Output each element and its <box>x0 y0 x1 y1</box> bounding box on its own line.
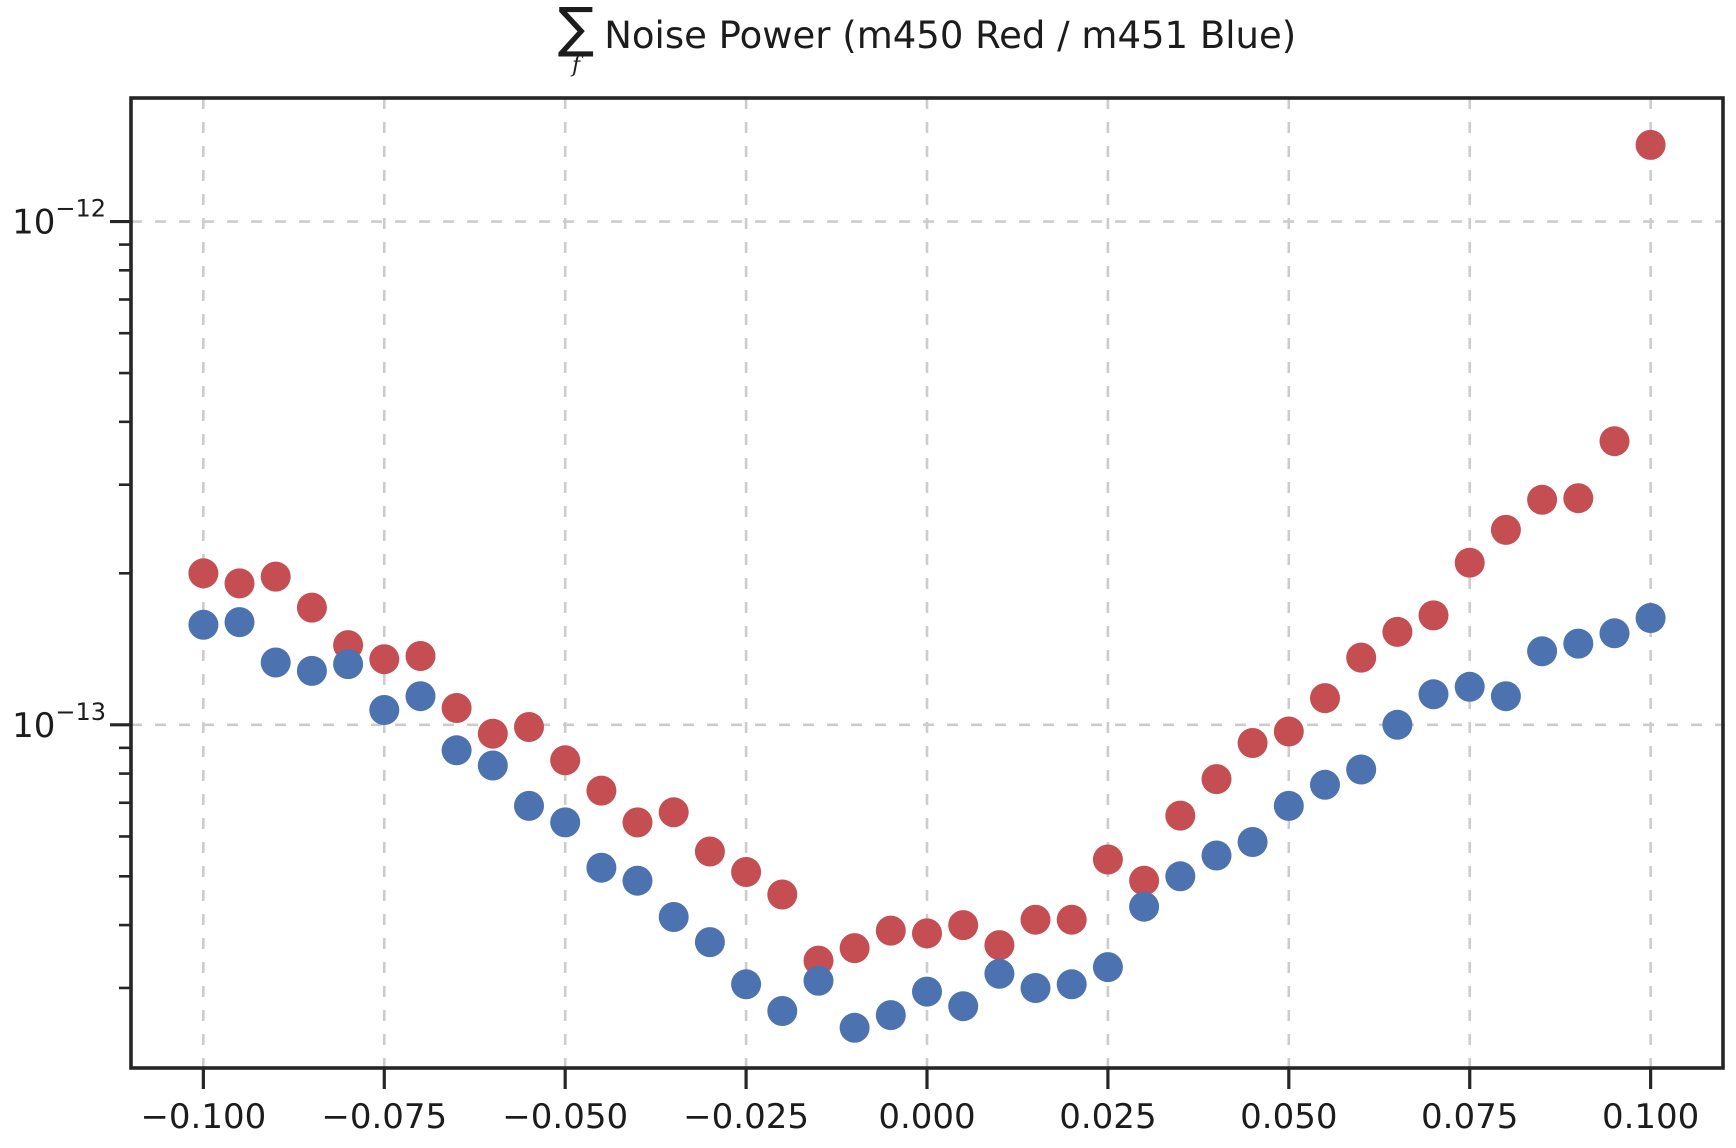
x-axis-tick-label: 0.075 <box>1421 1097 1518 1137</box>
data-point-m450 <box>260 561 291 592</box>
data-point-m451 <box>912 976 942 1007</box>
data-point-m450 <box>1527 484 1558 515</box>
data-point-m451 <box>296 655 327 686</box>
data-point-m451 <box>188 609 219 640</box>
data-point-m450 <box>1346 642 1377 673</box>
data-point-m450 <box>550 745 581 776</box>
data-point-m451 <box>1527 636 1558 667</box>
data-point-m451 <box>1563 628 1594 659</box>
y-axis-tick-label: 10−13 <box>12 698 106 746</box>
data-point-m451 <box>1020 973 1051 1003</box>
data-point-m450 <box>224 568 255 599</box>
x-axis-tick-label: 0.050 <box>1240 1097 1337 1137</box>
data-point-m450 <box>948 910 979 941</box>
data-point-m450 <box>1490 514 1521 545</box>
data-point-m451 <box>1418 679 1449 710</box>
y-axis-tick-label: 10−12 <box>12 195 106 243</box>
x-axis-tick-label: 0.025 <box>1059 1097 1156 1137</box>
data-point-m450 <box>658 797 689 828</box>
data-point-m450 <box>296 592 327 623</box>
x-axis-tick-label: −0.025 <box>683 1097 809 1137</box>
data-point-m451 <box>1056 969 1087 1000</box>
data-point-m450 <box>694 836 725 867</box>
data-point-m451 <box>1382 709 1413 740</box>
data-point-m451 <box>803 965 834 996</box>
data-point-m450 <box>1310 683 1340 714</box>
data-point-m451 <box>1165 861 1196 892</box>
data-point-m450 <box>622 807 653 838</box>
data-point-m451 <box>767 996 798 1026</box>
data-point-m450 <box>1237 728 1268 758</box>
data-point-m451 <box>1129 891 1160 922</box>
data-point-m450 <box>912 918 942 949</box>
x-axis-tick-label: −0.050 <box>502 1097 628 1137</box>
data-point-m451 <box>984 958 1015 989</box>
data-point-m451 <box>333 649 364 680</box>
data-point-m450 <box>1273 716 1304 747</box>
data-point-m451 <box>550 807 581 838</box>
x-axis-tick-label: −0.075 <box>321 1097 447 1137</box>
data-point-m450 <box>731 857 762 887</box>
data-point-m450 <box>767 879 798 910</box>
data-point-m451 <box>1092 952 1123 983</box>
data-point-m451 <box>586 852 617 883</box>
data-point-m451 <box>224 607 255 638</box>
data-point-m450 <box>1382 616 1413 647</box>
data-point-m450 <box>1563 483 1594 514</box>
data-point-m450 <box>1056 904 1087 935</box>
data-point-m451 <box>948 991 979 1022</box>
x-axis-tick-label: 0.000 <box>878 1097 975 1137</box>
data-point-m451 <box>1310 769 1340 800</box>
data-point-m450 <box>1020 904 1051 935</box>
data-point-m451 <box>477 750 508 781</box>
data-point-m450 <box>1201 764 1232 795</box>
data-point-m450 <box>875 915 906 946</box>
data-point-m450 <box>586 775 617 806</box>
data-point-m451 <box>1454 671 1485 702</box>
data-point-m450 <box>1454 547 1485 578</box>
data-point-m450 <box>477 718 508 749</box>
data-point-m451 <box>839 1012 870 1043</box>
data-point-m451 <box>1599 618 1630 649</box>
data-point-m451 <box>369 695 400 725</box>
data-point-m450 <box>1418 600 1449 631</box>
data-point-m450 <box>405 641 436 671</box>
data-point-m451 <box>405 681 436 712</box>
data-point-m450 <box>369 644 400 675</box>
data-point-m451 <box>622 865 653 896</box>
data-point-m450 <box>514 712 544 742</box>
data-point-m450 <box>1165 800 1196 831</box>
data-point-m451 <box>1490 681 1521 712</box>
data-point-m451 <box>1237 827 1268 857</box>
data-point-m450 <box>441 693 472 723</box>
data-point-m451 <box>1201 840 1232 871</box>
data-point-m450 <box>1599 426 1630 457</box>
data-point-m450 <box>1635 129 1666 160</box>
data-point-m451 <box>1635 603 1666 633</box>
data-point-m450 <box>1129 865 1160 896</box>
data-point-m451 <box>658 902 689 932</box>
data-point-m451 <box>875 1000 906 1031</box>
data-point-m451 <box>514 790 544 821</box>
data-point-m451 <box>1346 754 1377 785</box>
data-point-m451 <box>694 927 725 958</box>
data-point-m450 <box>984 930 1015 961</box>
data-point-m451 <box>441 735 472 766</box>
x-axis-tick-label: 0.100 <box>1602 1097 1699 1137</box>
data-point-m450 <box>839 933 870 964</box>
data-point-m450 <box>1092 844 1123 875</box>
data-point-m451 <box>731 969 762 1000</box>
data-point-m451 <box>1273 790 1304 821</box>
data-point-m451 <box>260 647 291 678</box>
x-axis-tick-label: −0.100 <box>140 1097 266 1137</box>
data-point-m450 <box>188 558 219 589</box>
